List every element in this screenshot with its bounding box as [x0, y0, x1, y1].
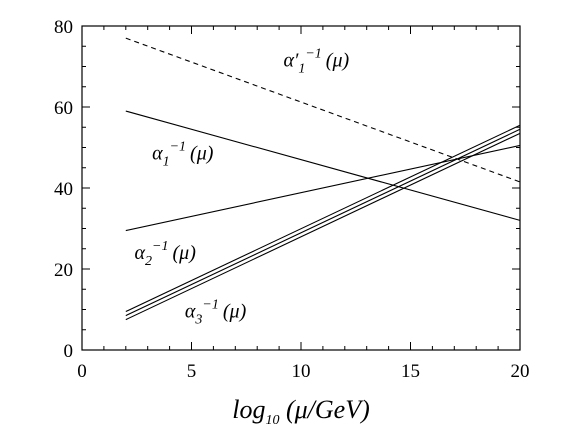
x-tick-label: 20: [511, 361, 530, 382]
curve-label-lbl-alpha1: α1−1 (μ): [152, 140, 214, 170]
curve-label-lbl-alpha1p: α′1−1 (μ): [283, 47, 349, 77]
y-tick-label: 60: [54, 98, 73, 119]
x-tick-label: 0: [77, 361, 87, 382]
y-tick-label: 0: [64, 341, 74, 362]
series-line-alpha3a: [125, 124, 521, 313]
series-line-alpha1: [125, 110, 521, 221]
series-line-alpha2: [125, 144, 521, 232]
curve-label-lbl-alpha2: α2−1 (μ): [135, 239, 197, 269]
x-tick-label: 10: [292, 361, 311, 382]
y-tick-label: 20: [54, 260, 73, 281]
series-line-alpha3b: [125, 128, 521, 317]
tick-labels: 0 5 10 15 20 0 20 40 60 80: [54, 17, 530, 382]
series: [125, 37, 521, 321]
x-tick-label: 5: [187, 361, 197, 382]
curve-label-lbl-alpha3: α3−1 (μ): [185, 298, 247, 328]
annotations: α′1−1 (μ) α1−1 (μ) α2−1 (μ) α3−1 (μ): [135, 47, 350, 328]
series-line-alpha1p: [125, 37, 521, 183]
y-tick-label: 80: [54, 17, 73, 38]
x-tick-label: 15: [401, 361, 420, 382]
x-axis-title: log10 (μ/GeV): [232, 395, 370, 428]
series-line-alpha3c: [125, 132, 521, 321]
y-tick-label: 40: [54, 179, 73, 200]
ticks: [81, 25, 521, 351]
